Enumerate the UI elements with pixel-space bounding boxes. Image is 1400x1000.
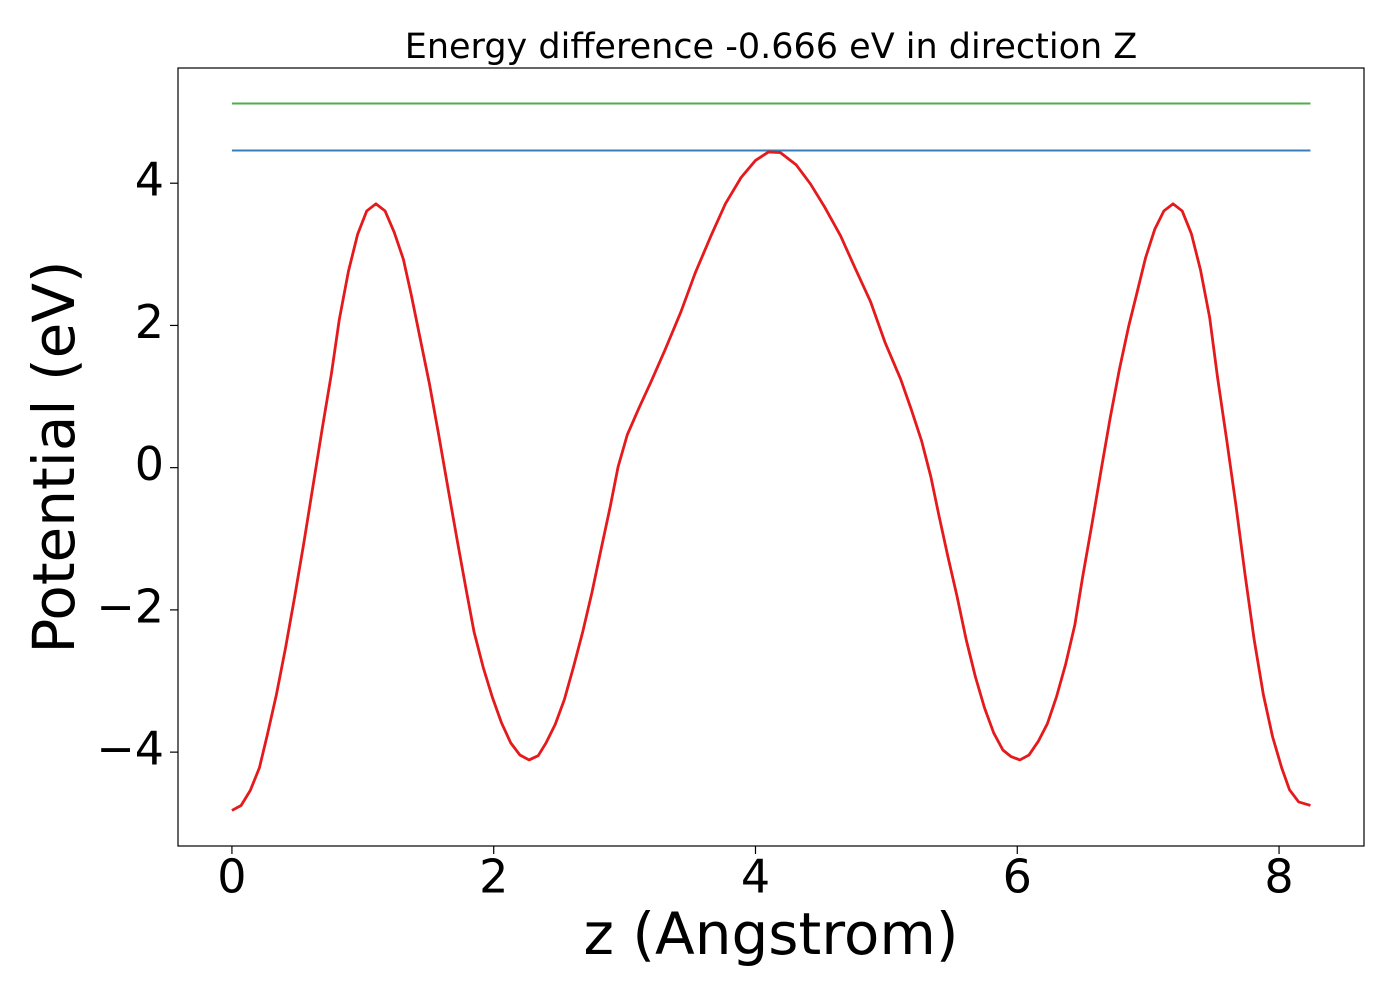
x-axis-label: z (Angstrom) [584,900,959,968]
x-tick-label: 6 [1003,850,1032,904]
y-tick-label: −2 [96,579,164,633]
chart-title: Energy difference -0.666 eV in direction… [405,27,1138,67]
x-tick-label: 0 [217,850,246,904]
plot-frame [177,67,1365,847]
y-tick-label: 4 [135,153,164,207]
y-tick-label: 2 [135,295,164,349]
x-tick-label: 8 [1264,850,1293,904]
y-tick-label: −4 [96,722,164,776]
y-tick-label: 0 [135,437,164,491]
x-tick-label: 2 [479,850,508,904]
data-line [231,150,1311,812]
x-tick-label: 4 [741,850,770,904]
y-axis-label: Potential (eV) [20,260,88,653]
